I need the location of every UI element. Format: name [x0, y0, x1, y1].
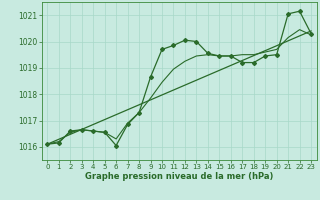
X-axis label: Graphe pression niveau de la mer (hPa): Graphe pression niveau de la mer (hPa): [85, 172, 273, 181]
